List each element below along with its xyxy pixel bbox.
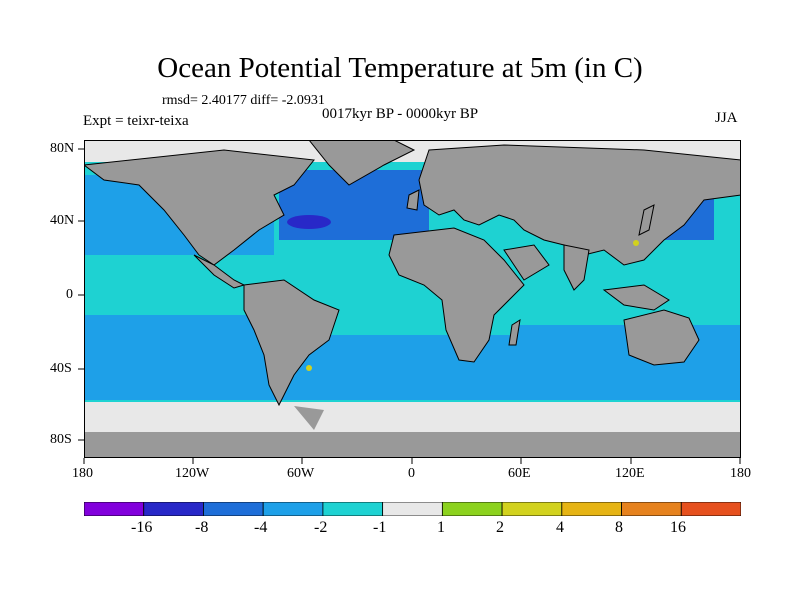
ocean-cold-spot-nw-atlantic bbox=[287, 215, 331, 229]
xtick-label-0: 0 bbox=[408, 466, 415, 481]
land-australia bbox=[623, 309, 700, 366]
season-label: JJA bbox=[715, 110, 738, 126]
ytick-label-80n: 80N bbox=[50, 141, 75, 156]
ytick-label-0: 0 bbox=[66, 287, 73, 302]
ytick-label-40s: 40S bbox=[50, 361, 72, 376]
xtick-label-180w: 180 bbox=[72, 466, 93, 481]
colorbar-swatch-5 bbox=[382, 502, 443, 516]
land-greenland bbox=[308, 140, 416, 186]
land-arabia bbox=[503, 244, 550, 281]
land-antarctica bbox=[84, 406, 741, 458]
colorbar-swatch-6 bbox=[441, 502, 503, 516]
land-eurasia bbox=[418, 144, 741, 266]
colorbar-swatch-0 bbox=[84, 502, 145, 516]
warm-spot-japan bbox=[633, 240, 639, 246]
colorbar-swatch-8 bbox=[561, 502, 622, 516]
colorbar-swatch-7 bbox=[501, 502, 563, 516]
rmsd-diff-stats: rmsd= 2.40177 diff= -2.0931 bbox=[162, 93, 325, 108]
sea-ice-antarctic bbox=[84, 402, 741, 432]
ytick-label-40n: 40N bbox=[50, 213, 75, 228]
time-period-label: 0017kyr BP - 0000kyr BP bbox=[322, 106, 479, 122]
ytick-label-80s: 80S bbox=[50, 432, 72, 447]
colorbar-label-16: 16 bbox=[670, 519, 686, 536]
land-british-isles bbox=[406, 189, 420, 211]
xtick-label-180e: 180 bbox=[730, 466, 751, 481]
colorbar-swatch-2 bbox=[203, 502, 264, 516]
colorbar-swatch-3 bbox=[262, 502, 324, 516]
axis-tick-marks bbox=[78, 148, 741, 464]
colorbar-label-4: 4 bbox=[556, 519, 564, 536]
land-south-america bbox=[243, 279, 340, 407]
colorbar-label-2: 2 bbox=[496, 519, 504, 536]
warm-spot-argentina bbox=[306, 365, 312, 371]
experiment-label: Expt = teixr-teixa bbox=[83, 113, 189, 129]
colorbar-swatch-9 bbox=[621, 502, 682, 516]
colorbar-label-minus16: -16 bbox=[131, 519, 153, 536]
colorbar-label-1: 1 bbox=[437, 519, 445, 536]
land-north-america bbox=[84, 149, 315, 266]
land-maritime-southeast-asia bbox=[602, 284, 670, 311]
colorbar-label-minus4: -4 bbox=[254, 519, 268, 536]
land-india bbox=[563, 244, 590, 291]
xtick-label-120e: 120E bbox=[615, 466, 645, 481]
colorbar-label-minus1: -1 bbox=[373, 519, 387, 536]
land-japan bbox=[638, 204, 655, 236]
xtick-label-120w: 120W bbox=[175, 466, 210, 481]
colorbar-swatch-10 bbox=[680, 502, 741, 516]
colorbar-swatch-1 bbox=[143, 502, 204, 516]
plot-title: Ocean Potential Temperature at 5m (in C) bbox=[157, 52, 643, 84]
temperature-map bbox=[84, 140, 741, 458]
land-africa bbox=[388, 227, 525, 363]
xtick-label-60w: 60W bbox=[287, 466, 315, 481]
map-frame bbox=[84, 140, 741, 458]
colorbar-label-8: 8 bbox=[615, 519, 623, 536]
colorbar-label-minus2: -2 bbox=[314, 519, 328, 536]
land-madagascar bbox=[508, 318, 521, 346]
colorbar bbox=[84, 502, 741, 516]
colorbar-label-minus8: -8 bbox=[195, 519, 209, 536]
xtick-label-60e: 60E bbox=[508, 466, 531, 481]
colorbar-swatch-4 bbox=[322, 502, 384, 516]
